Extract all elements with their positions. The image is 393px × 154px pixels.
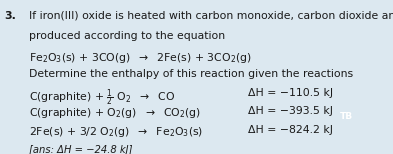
Text: Determine the enthalpy of this reaction given the reactions: Determine the enthalpy of this reaction … <box>29 69 354 79</box>
Text: Fe$_2$O$_3$(s) + 3CO(g)  $\rightarrow$  2Fe(s) + 3CO$_2$(g): Fe$_2$O$_3$(s) + 3CO(g) $\rightarrow$ 2F… <box>29 51 252 65</box>
Text: 3.: 3. <box>5 11 17 21</box>
Text: ΔH = −393.5 kJ: ΔH = −393.5 kJ <box>248 106 332 116</box>
Text: [ans: ΔH = −24.8 kJ]: [ans: ΔH = −24.8 kJ] <box>29 145 133 154</box>
Text: If iron(III) oxide is heated with carbon monoxide, carbon dioxide and metallic i: If iron(III) oxide is heated with carbon… <box>29 11 393 21</box>
Text: produced according to the equation: produced according to the equation <box>29 31 226 41</box>
Text: TB: TB <box>340 112 353 121</box>
Text: C(graphite) + $\frac{1}{2}$ O$_2$  $\rightarrow$  CO: C(graphite) + $\frac{1}{2}$ O$_2$ $\righ… <box>29 88 176 109</box>
Text: C(graphite) + O$_2$(g)  $\rightarrow$  CO$_2$(g): C(graphite) + O$_2$(g) $\rightarrow$ CO$… <box>29 106 202 120</box>
Text: 2Fe(s) + 3/2 O$_2$(g)  $\rightarrow$  Fe$_2$O$_3$(s): 2Fe(s) + 3/2 O$_2$(g) $\rightarrow$ Fe$_… <box>29 125 204 139</box>
Text: ΔH = −824.2 kJ: ΔH = −824.2 kJ <box>248 125 332 135</box>
Text: ΔH = −110.5 kJ: ΔH = −110.5 kJ <box>248 88 333 98</box>
